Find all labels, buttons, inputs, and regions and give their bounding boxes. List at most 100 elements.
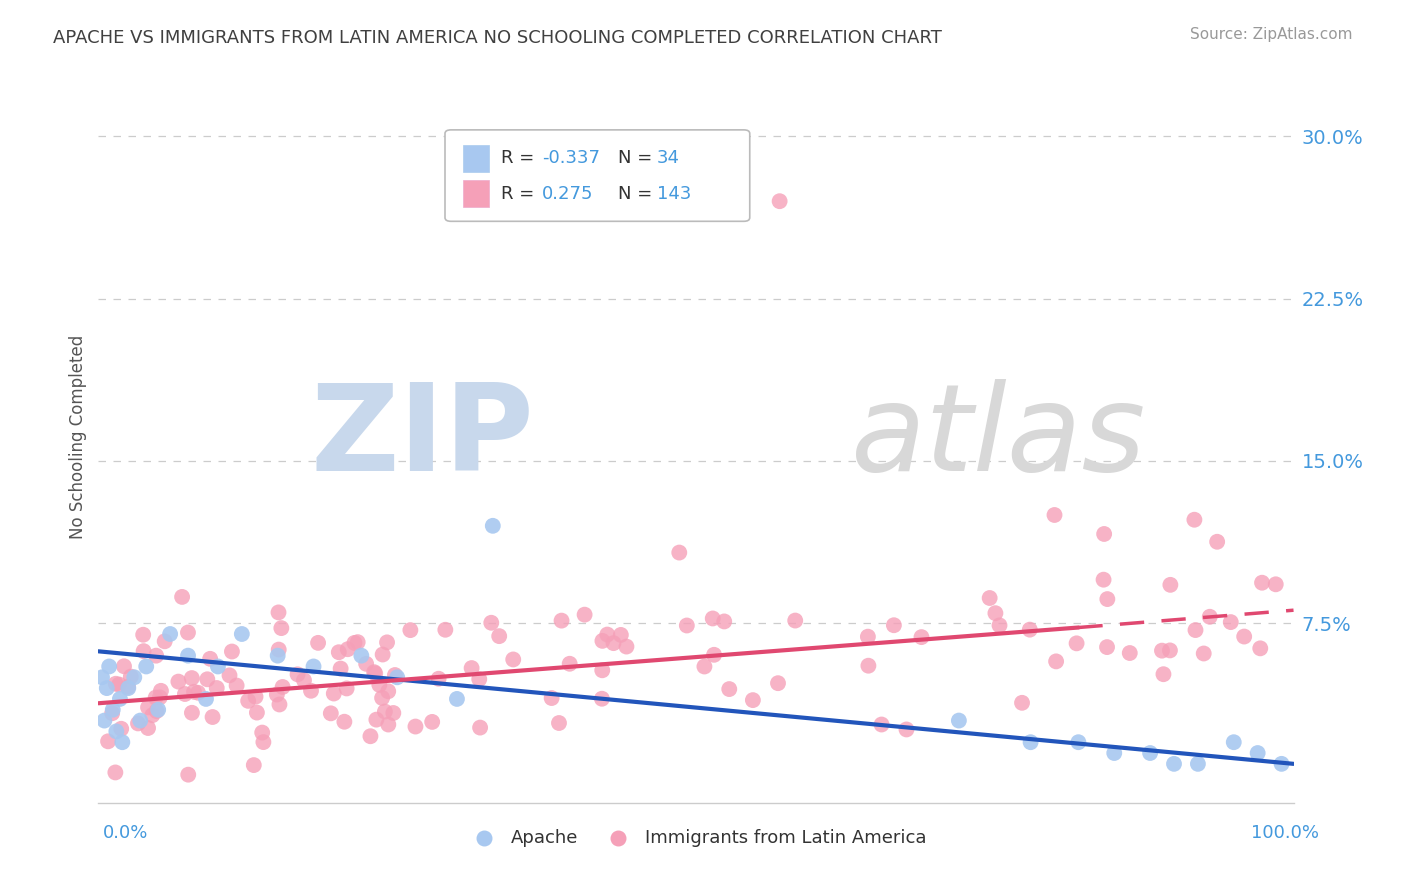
Point — [141, 708, 163, 723]
Point — [610, 628, 633, 642]
Point — [328, 645, 350, 659]
Point — [120, 670, 142, 684]
Point — [382, 706, 405, 720]
Point — [1223, 735, 1246, 749]
Point — [269, 698, 291, 712]
Point — [180, 671, 202, 685]
Point — [177, 767, 200, 781]
Point — [591, 633, 613, 648]
Point — [468, 721, 491, 735]
Text: N =: N = — [619, 185, 652, 202]
Point — [1249, 641, 1271, 656]
Point — [91, 670, 114, 684]
Point — [979, 591, 1001, 605]
Point — [205, 681, 228, 695]
Point — [111, 735, 134, 749]
Point — [741, 693, 763, 707]
Text: 0.275: 0.275 — [541, 185, 593, 202]
Point — [132, 628, 155, 642]
Point — [135, 659, 157, 673]
Point — [181, 706, 204, 720]
Point — [1066, 636, 1088, 650]
Point — [703, 648, 725, 662]
Point — [446, 692, 468, 706]
Point — [785, 614, 807, 628]
Point — [117, 680, 139, 694]
Point — [231, 627, 253, 641]
Point — [948, 714, 970, 728]
Point — [177, 648, 200, 663]
Point — [460, 661, 482, 675]
Text: APACHE VS IMMIGRANTS FROM LATIN AMERICA NO SCHOOLING COMPLETED CORRELATION CHART: APACHE VS IMMIGRANTS FROM LATIN AMERICA … — [53, 29, 942, 46]
Point — [616, 640, 638, 654]
Point — [596, 627, 619, 641]
Point — [96, 681, 118, 695]
Point — [1067, 735, 1090, 749]
Point — [1019, 735, 1042, 749]
Point — [676, 618, 699, 632]
Point — [1092, 573, 1115, 587]
Text: ZIP: ZIP — [311, 378, 534, 496]
Point — [127, 716, 149, 731]
Point — [984, 606, 1007, 620]
Point — [195, 673, 218, 687]
Point — [329, 662, 352, 676]
Point — [149, 683, 172, 698]
Point — [108, 692, 131, 706]
Point — [148, 703, 170, 717]
Point — [98, 659, 121, 673]
Point — [404, 720, 426, 734]
Point — [1011, 696, 1033, 710]
Point — [246, 706, 269, 720]
Text: 0.0%: 0.0% — [103, 824, 148, 842]
Point — [350, 648, 373, 663]
Point — [384, 668, 406, 682]
Point — [271, 680, 294, 694]
Point — [292, 673, 315, 688]
Point — [149, 690, 172, 705]
Point — [167, 674, 190, 689]
Point — [187, 686, 209, 700]
Point — [602, 636, 624, 650]
Text: 100.0%: 100.0% — [1251, 824, 1319, 842]
Point — [1150, 643, 1173, 657]
Point — [856, 630, 879, 644]
Point — [1182, 513, 1205, 527]
Point — [267, 648, 290, 663]
Point — [1271, 756, 1294, 771]
Point — [104, 677, 127, 691]
Point — [668, 545, 690, 559]
Point — [1159, 578, 1181, 592]
Point — [153, 634, 176, 648]
Point — [1097, 592, 1119, 607]
Point — [1251, 575, 1274, 590]
Point — [702, 611, 724, 625]
Point — [132, 644, 155, 658]
Point — [172, 590, 194, 604]
Point — [1095, 640, 1118, 654]
Point — [427, 672, 450, 686]
Point — [359, 729, 381, 743]
Point — [198, 652, 221, 666]
Point — [195, 692, 218, 706]
Point — [1152, 667, 1174, 681]
Point — [145, 704, 167, 718]
Point — [1092, 527, 1115, 541]
FancyBboxPatch shape — [446, 130, 749, 221]
Point — [218, 668, 240, 682]
Point — [488, 629, 510, 643]
Point — [97, 734, 120, 748]
Point — [221, 644, 243, 658]
Point — [1043, 508, 1066, 522]
Point — [267, 606, 290, 620]
Point — [574, 607, 596, 622]
Point — [1159, 643, 1181, 657]
Point — [896, 723, 918, 737]
Point — [420, 714, 443, 729]
Point — [252, 735, 274, 749]
Point — [558, 657, 581, 671]
Point — [377, 684, 399, 698]
Point — [105, 724, 128, 739]
Point — [101, 706, 124, 721]
Point — [136, 721, 159, 735]
